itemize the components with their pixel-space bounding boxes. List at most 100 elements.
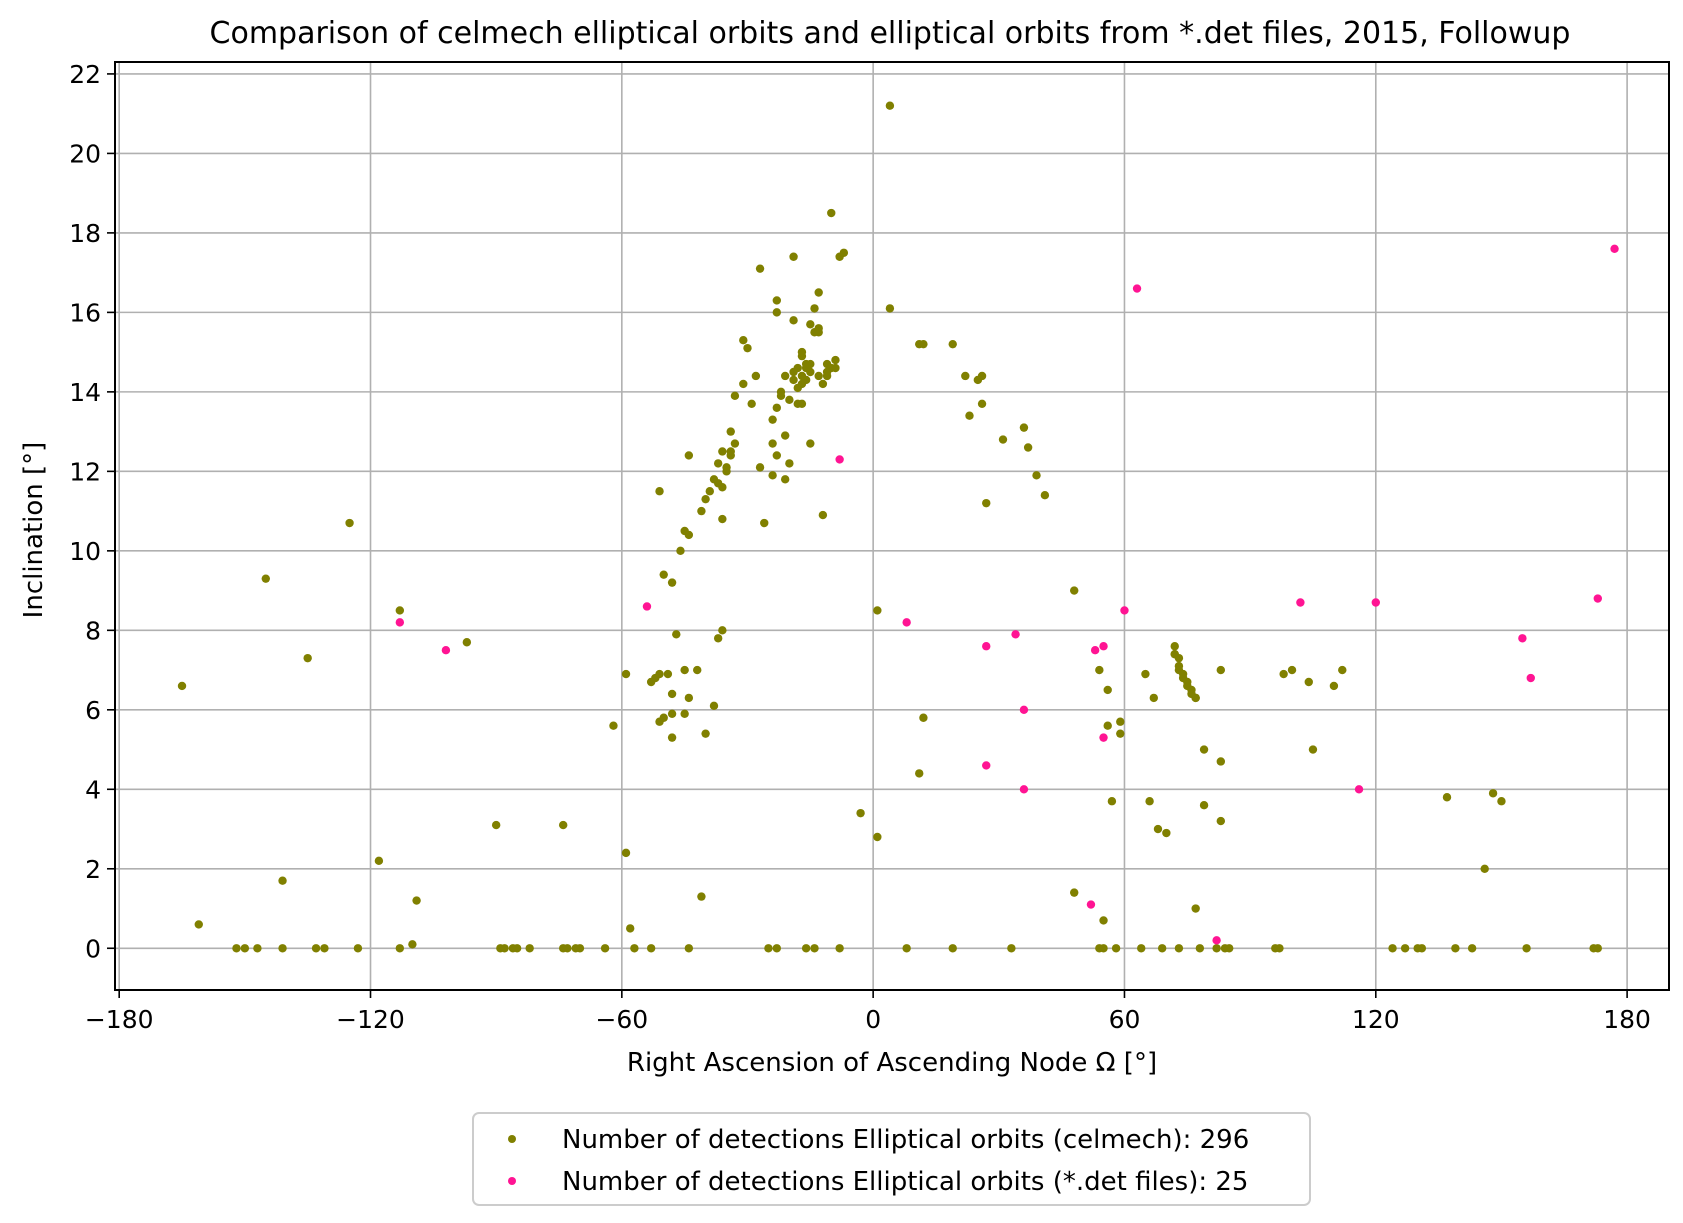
celmech-point (575, 944, 585, 953)
celmech-point (768, 415, 777, 424)
celmech-point (1103, 685, 1112, 695)
celmech-point (797, 399, 807, 408)
celmech-point (240, 944, 250, 953)
celmech-point (1216, 816, 1226, 826)
celmech-point (232, 944, 241, 953)
celmech-point (1199, 745, 1209, 754)
x-tick-label: 0 (865, 1005, 881, 1034)
celmech-point (772, 451, 782, 460)
celmech-point (1095, 665, 1104, 675)
celmech-point (772, 296, 782, 305)
det-point (1518, 634, 1527, 643)
celmech-point (701, 729, 710, 738)
celmech-point (1216, 757, 1226, 766)
y-tick-label: 22 (69, 60, 101, 89)
celmech-point (1191, 693, 1200, 703)
celmech-point (718, 483, 727, 492)
celmech-point (462, 638, 472, 647)
celmech-point (303, 653, 312, 663)
celmech-point (1149, 693, 1158, 703)
celmech-point (1480, 864, 1489, 873)
celmech-point (655, 487, 664, 496)
celmech-point (395, 606, 405, 615)
plot-frame (114, 61, 1670, 991)
celmech-point (961, 371, 970, 381)
celmech-point (1162, 828, 1171, 838)
celmech-point (1174, 653, 1184, 663)
det-point (395, 618, 405, 627)
celmech-point (1040, 490, 1050, 500)
celmech-point (814, 328, 823, 337)
celmech-point (1191, 904, 1200, 913)
celmech-point (600, 944, 610, 953)
celmech-point (697, 506, 706, 516)
celmech-point (1308, 745, 1318, 754)
celmech-point (1157, 944, 1167, 953)
celmech-point (915, 769, 924, 778)
celmech-point (1275, 944, 1284, 953)
celmech-point (919, 339, 928, 349)
det-point (1099, 642, 1108, 651)
det-point (902, 618, 911, 627)
celmech-point (885, 101, 895, 110)
celmech-point (965, 411, 974, 420)
celmech-point (831, 355, 840, 365)
celmech-point (1199, 800, 1209, 810)
x-tick-label: −60 (595, 1005, 648, 1034)
celmech-point (1070, 586, 1079, 595)
det-point (1120, 606, 1129, 615)
celmech-point (1170, 642, 1179, 651)
celmech-point (1287, 665, 1297, 675)
celmech-point (919, 713, 928, 722)
det-point (642, 602, 652, 611)
celmech-point (621, 669, 631, 679)
celmech-point (659, 570, 668, 579)
celmech-point (655, 669, 664, 679)
celmech-point (780, 371, 790, 381)
celmech-point (709, 701, 719, 711)
celmech-point (353, 944, 363, 953)
celmech-point (261, 574, 270, 583)
celmech-point (789, 316, 798, 325)
celmech-point (797, 347, 807, 357)
celmech-point (630, 944, 639, 953)
celmech-point (1103, 721, 1112, 730)
celmech-point (1070, 888, 1079, 897)
celmech-point (1145, 797, 1154, 806)
celmech-point (726, 447, 735, 456)
celmech-point (646, 944, 656, 953)
celmech-point (693, 665, 702, 675)
celmech-point (772, 308, 782, 317)
celmech-point (806, 359, 815, 369)
celmech-point (1329, 681, 1339, 691)
celmech-point (667, 733, 677, 742)
celmech-point (1338, 665, 1347, 675)
celmech-point (1019, 423, 1029, 432)
chart-title: Comparison of celmech elliptical orbits … (210, 16, 1571, 51)
celmech-point (609, 721, 618, 730)
celmech-point (1099, 916, 1108, 925)
celmech-point (772, 403, 782, 412)
celmech-point (810, 944, 819, 953)
celmech-point (718, 626, 727, 635)
celmech-point (563, 944, 572, 953)
legend: Number of detections Elliptical orbits (… (472, 1112, 1311, 1206)
celmech-point (621, 848, 631, 858)
grid-lines (115, 62, 1669, 990)
y-tick-label: 18 (69, 219, 101, 248)
celmech-point (1116, 729, 1125, 738)
celmech-point (1141, 669, 1150, 679)
det-point (835, 455, 844, 464)
det-point (1086, 900, 1096, 909)
celmech-point (806, 367, 815, 377)
celmech-point (739, 336, 748, 345)
celmech-point (806, 320, 815, 329)
celmech-point (801, 375, 811, 385)
det-point (1371, 598, 1380, 607)
celmech-point (977, 371, 987, 381)
y-tick-label: 4 (85, 775, 101, 804)
celmech-point (680, 709, 689, 718)
y-tick-label: 12 (69, 457, 101, 486)
celmech-point (1442, 793, 1452, 802)
det-point (1354, 785, 1364, 794)
